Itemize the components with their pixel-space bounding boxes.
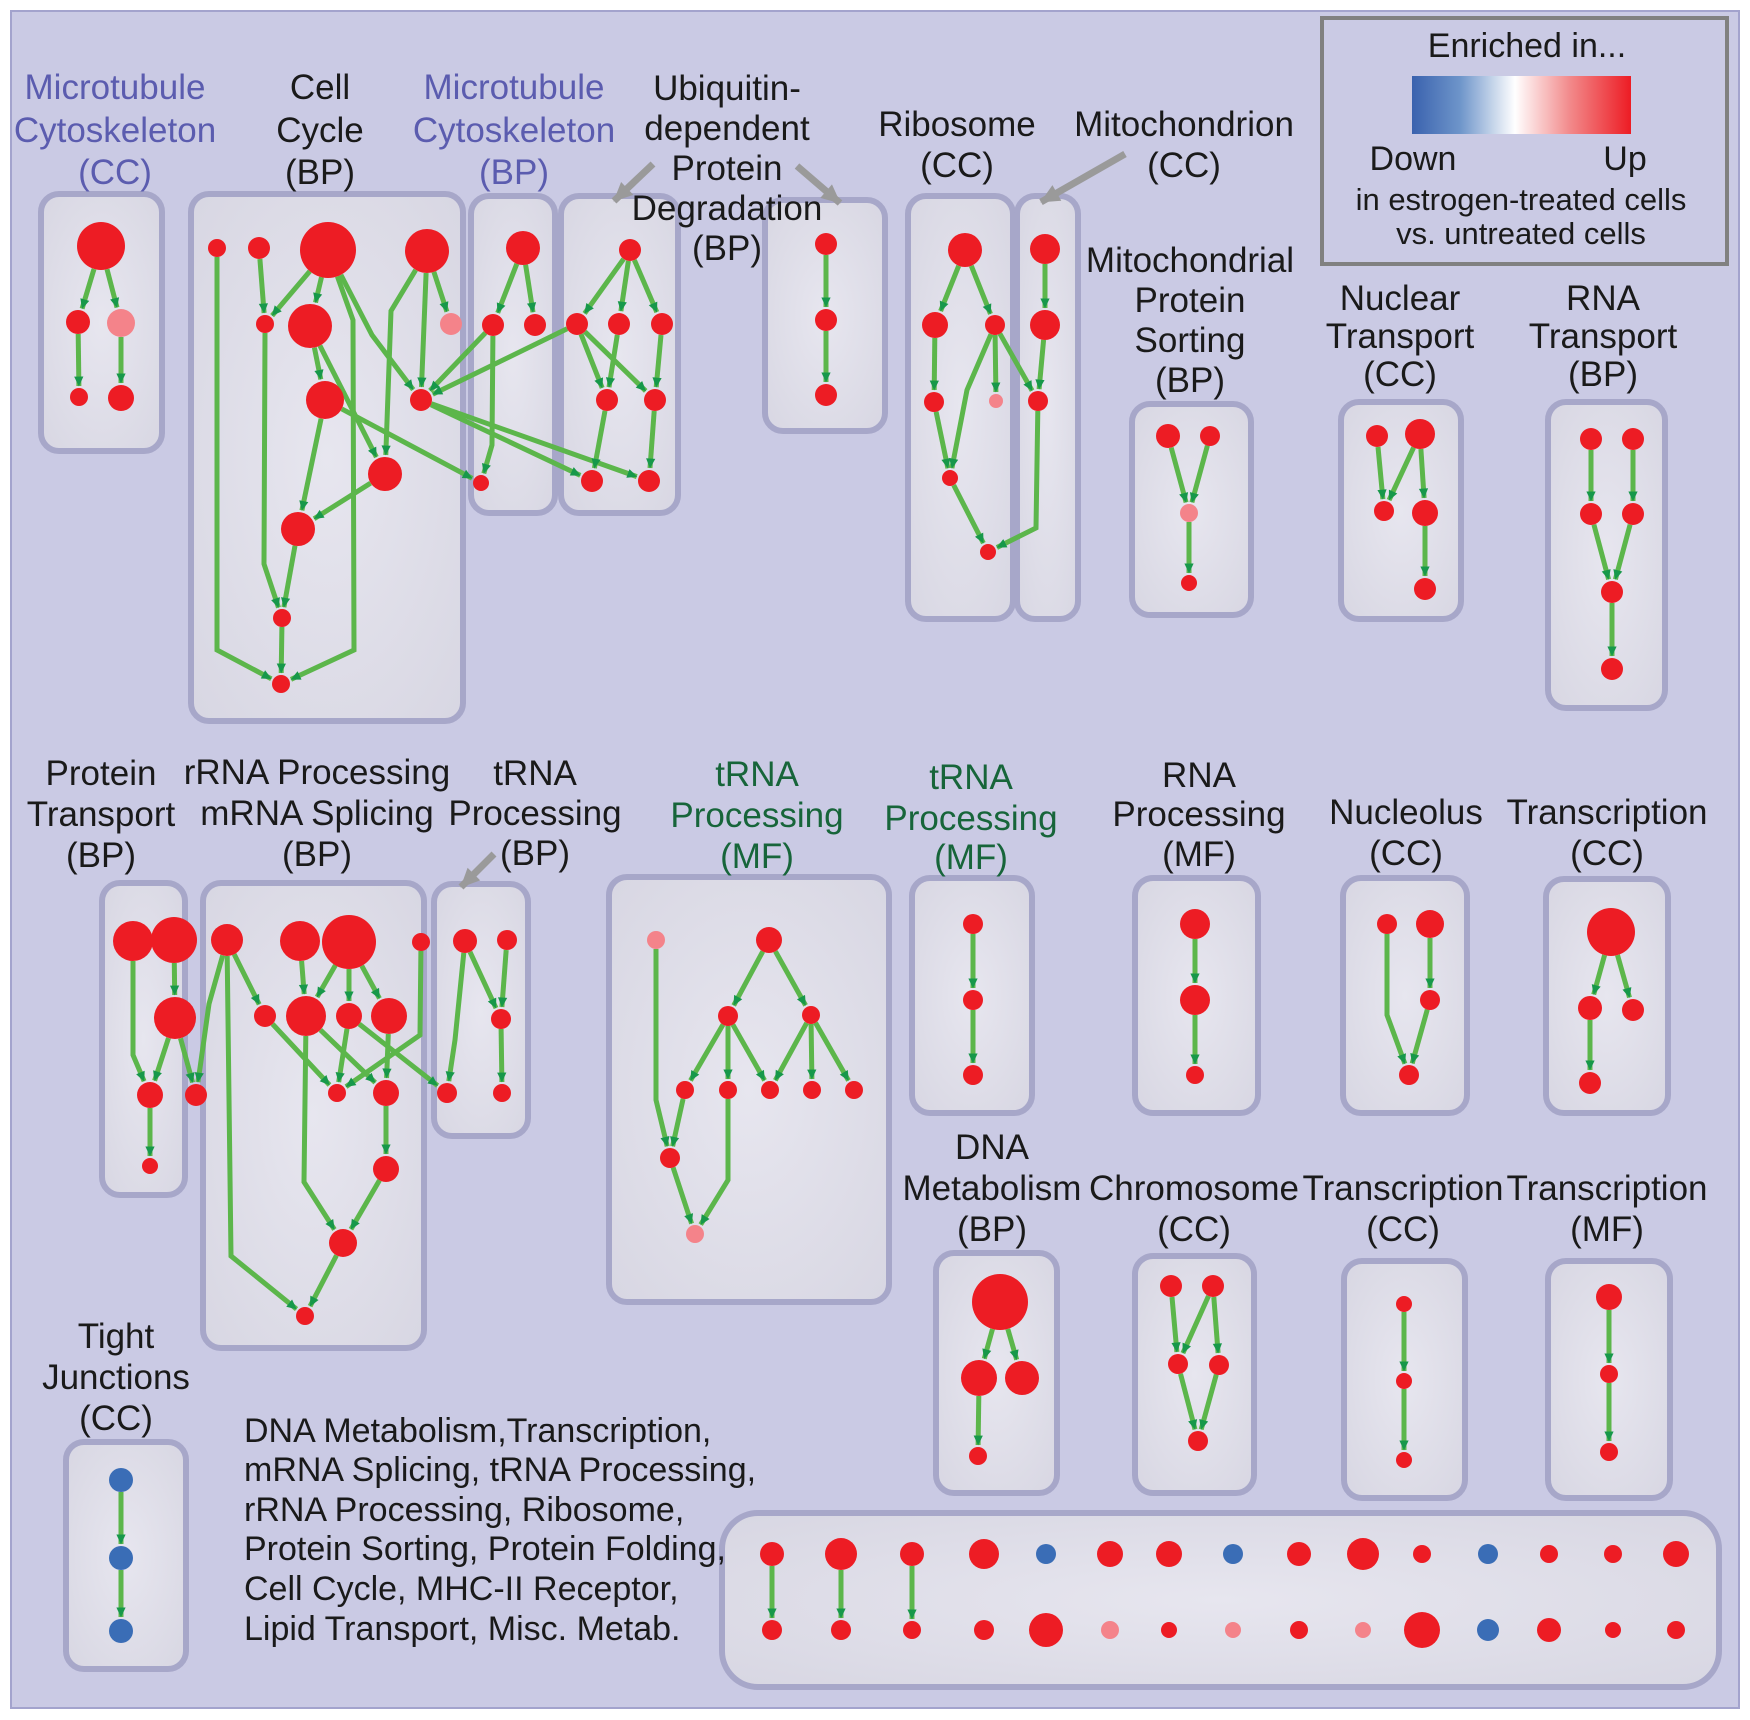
svg-text:(MF): (MF) xyxy=(1162,835,1236,874)
svg-text:Protein: Protein xyxy=(672,149,783,188)
svg-text:Protein Sorting, Protein Foldi: Protein Sorting, Protein Folding, xyxy=(244,1530,726,1568)
svg-text:(MF): (MF) xyxy=(1570,1210,1644,1249)
svg-text:Chromosome: Chromosome xyxy=(1089,1169,1299,1208)
svg-text:Nuclear: Nuclear xyxy=(1340,279,1461,318)
svg-text:(BP): (BP) xyxy=(500,834,570,873)
svg-text:Processing: Processing xyxy=(884,799,1057,838)
svg-text:RNA: RNA xyxy=(1162,756,1237,795)
svg-text:Protein: Protein xyxy=(46,754,157,793)
svg-text:DNA: DNA xyxy=(955,1128,1030,1167)
svg-text:Down: Down xyxy=(1370,140,1457,178)
svg-text:Transcription: Transcription xyxy=(1303,1169,1504,1208)
svg-text:Microtubule: Microtubule xyxy=(25,68,206,107)
svg-text:(CC): (CC) xyxy=(1369,834,1443,873)
svg-text:Processing: Processing xyxy=(448,794,621,833)
svg-text:Transport: Transport xyxy=(1326,317,1475,356)
svg-text:Cell: Cell xyxy=(290,68,350,107)
svg-text:dependent: dependent xyxy=(644,109,810,148)
svg-text:(BP): (BP) xyxy=(285,153,355,192)
svg-text:(BP): (BP) xyxy=(692,229,762,268)
svg-text:Cytoskeleton: Cytoskeleton xyxy=(413,111,615,150)
svg-text:(MF): (MF) xyxy=(720,837,794,876)
svg-text:(BP): (BP) xyxy=(1155,361,1225,400)
svg-text:Up: Up xyxy=(1603,140,1646,178)
svg-text:Transcription: Transcription xyxy=(1507,793,1708,832)
svg-text:Cytoskeleton: Cytoskeleton xyxy=(14,111,216,150)
svg-text:(CC): (CC) xyxy=(79,1399,153,1438)
svg-text:Degradation: Degradation xyxy=(632,189,823,228)
svg-text:Junctions: Junctions xyxy=(42,1358,190,1397)
svg-text:Cycle: Cycle xyxy=(276,111,364,150)
svg-text:tRNA: tRNA xyxy=(929,758,1013,797)
svg-text:Mitochondrion: Mitochondrion xyxy=(1074,105,1294,144)
svg-text:Protein: Protein xyxy=(1135,281,1246,320)
svg-text:(CC): (CC) xyxy=(920,146,994,185)
svg-text:Tight: Tight xyxy=(78,1317,155,1356)
svg-text:Metabolism: Metabolism xyxy=(903,1169,1082,1208)
svg-text:(MF): (MF) xyxy=(934,838,1008,877)
svg-text:Transcription: Transcription xyxy=(1507,1169,1708,1208)
svg-text:(BP): (BP) xyxy=(957,1210,1027,1249)
svg-text:DNA Metabolism,Transcription,: DNA Metabolism,Transcription, xyxy=(244,1412,711,1450)
svg-text:Microtubule: Microtubule xyxy=(424,68,605,107)
svg-text:Processing: Processing xyxy=(1112,795,1285,834)
svg-text:Transport: Transport xyxy=(1529,317,1678,356)
svg-text:(CC): (CC) xyxy=(1570,834,1644,873)
svg-text:(CC): (CC) xyxy=(1157,1210,1231,1249)
svg-text:tRNA: tRNA xyxy=(715,755,799,794)
svg-text:Cell Cycle, MHC-II Receptor,: Cell Cycle, MHC-II Receptor, xyxy=(244,1570,679,1608)
svg-text:mRNA Splicing, tRNA Processing: mRNA Splicing, tRNA Processing, xyxy=(244,1451,756,1489)
svg-text:Mitochondrial: Mitochondrial xyxy=(1086,241,1294,280)
svg-text:in estrogen-treated cells: in estrogen-treated cells xyxy=(1356,182,1687,217)
svg-text:Nucleolus: Nucleolus xyxy=(1329,793,1483,832)
svg-text:RNA: RNA xyxy=(1566,279,1641,318)
svg-text:Sorting: Sorting xyxy=(1135,321,1246,360)
svg-text:(BP): (BP) xyxy=(479,153,549,192)
svg-text:(BP): (BP) xyxy=(282,835,352,874)
svg-text:vs. untreated cells: vs. untreated cells xyxy=(1396,216,1646,251)
svg-text:(CC): (CC) xyxy=(1366,1210,1440,1249)
svg-text:mRNA Splicing: mRNA Splicing xyxy=(200,794,433,833)
svg-text:Processing: Processing xyxy=(670,796,843,835)
svg-text:Ribosome: Ribosome xyxy=(878,105,1036,144)
svg-text:(CC): (CC) xyxy=(78,153,152,192)
svg-text:Transport: Transport xyxy=(27,795,176,834)
svg-text:Lipid Transport, Misc. Metab.: Lipid Transport, Misc. Metab. xyxy=(244,1610,681,1648)
svg-text:Enriched in...: Enriched in... xyxy=(1428,27,1626,65)
svg-text:tRNA: tRNA xyxy=(493,754,577,793)
svg-text:(BP): (BP) xyxy=(1568,355,1638,394)
svg-text:rRNA Processing, Ribosome,: rRNA Processing, Ribosome, xyxy=(244,1491,684,1529)
svg-text:(CC): (CC) xyxy=(1363,355,1437,394)
svg-text:(CC): (CC) xyxy=(1147,146,1221,185)
svg-text:Ubiquitin-: Ubiquitin- xyxy=(653,69,801,108)
svg-text:(BP): (BP) xyxy=(66,836,136,875)
svg-text:rRNA Processing: rRNA Processing xyxy=(184,753,450,792)
